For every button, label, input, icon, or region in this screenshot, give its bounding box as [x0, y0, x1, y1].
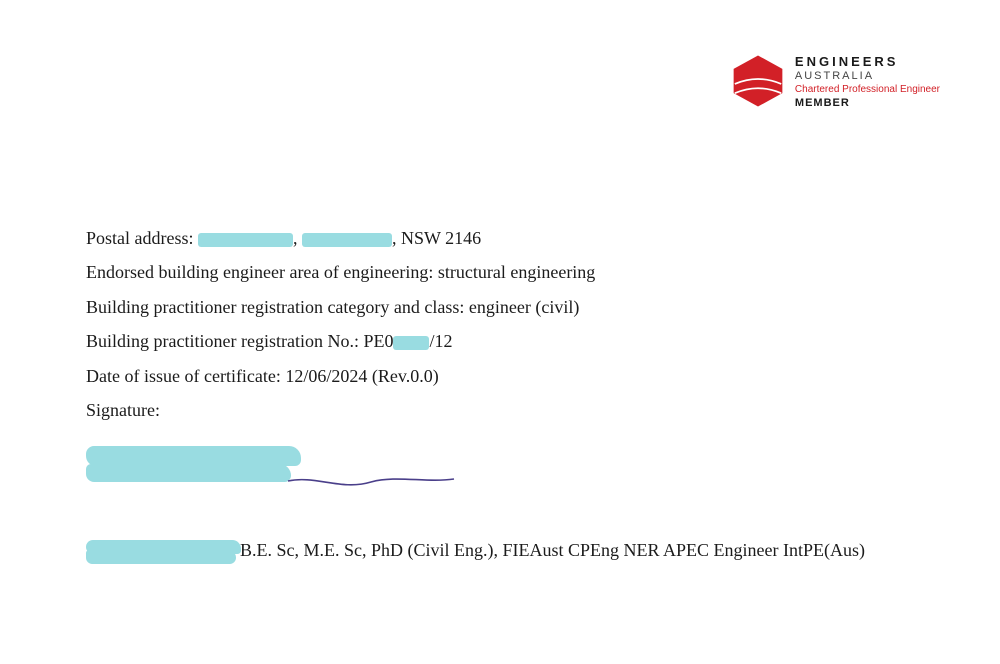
regno-suffix: /12: [429, 331, 452, 351]
logo-line4: MEMBER: [795, 97, 940, 111]
signature-redaction: [86, 464, 291, 482]
logo-text: ENGINEERS AUSTRALIA Chartered Profession…: [795, 52, 940, 110]
postal-address-line: Postal address: , , NSW 2146: [86, 222, 940, 254]
postal-mid: ,: [293, 228, 302, 248]
logo-block: ENGINEERS AUSTRALIA Chartered Profession…: [729, 52, 940, 110]
date-of-issue-line: Date of issue of certificate: 12/06/2024…: [86, 360, 940, 392]
signature-area: [86, 444, 940, 504]
logo-line1: ENGINEERS: [795, 54, 940, 70]
regno-redaction: [393, 336, 429, 350]
name-redaction: [86, 540, 241, 564]
signature-redaction: [86, 446, 301, 466]
ea-hex-icon: [729, 52, 787, 110]
registration-category-line: Building practitioner registration categ…: [86, 291, 940, 323]
postal-redaction-1: [198, 233, 293, 247]
logo-line2: AUSTRALIA: [795, 70, 940, 84]
signature-label: Signature:: [86, 394, 940, 426]
document-body: Postal address: , , NSW 2146 Endorsed bu…: [86, 222, 940, 569]
signatory-line: , B.E. Sc, M.E. Sc, PhD (Civil Eng.), FI…: [86, 534, 940, 566]
postal-redaction-2: [302, 233, 392, 247]
postal-suffix: , NSW 2146: [392, 228, 481, 248]
logo-line3: Chartered Professional Engineer: [795, 84, 940, 97]
postal-label: Postal address:: [86, 228, 198, 248]
endorsed-area-line: Endorsed building engineer area of engin…: [86, 256, 940, 288]
qualifications: B.E. Sc, M.E. Sc, PhD (Civil Eng.), FIEA…: [240, 540, 865, 560]
regno-label: Building practitioner registration No.: …: [86, 331, 393, 351]
signature-stroke: [286, 467, 456, 497]
registration-number-line: Building practitioner registration No.: …: [86, 325, 940, 357]
